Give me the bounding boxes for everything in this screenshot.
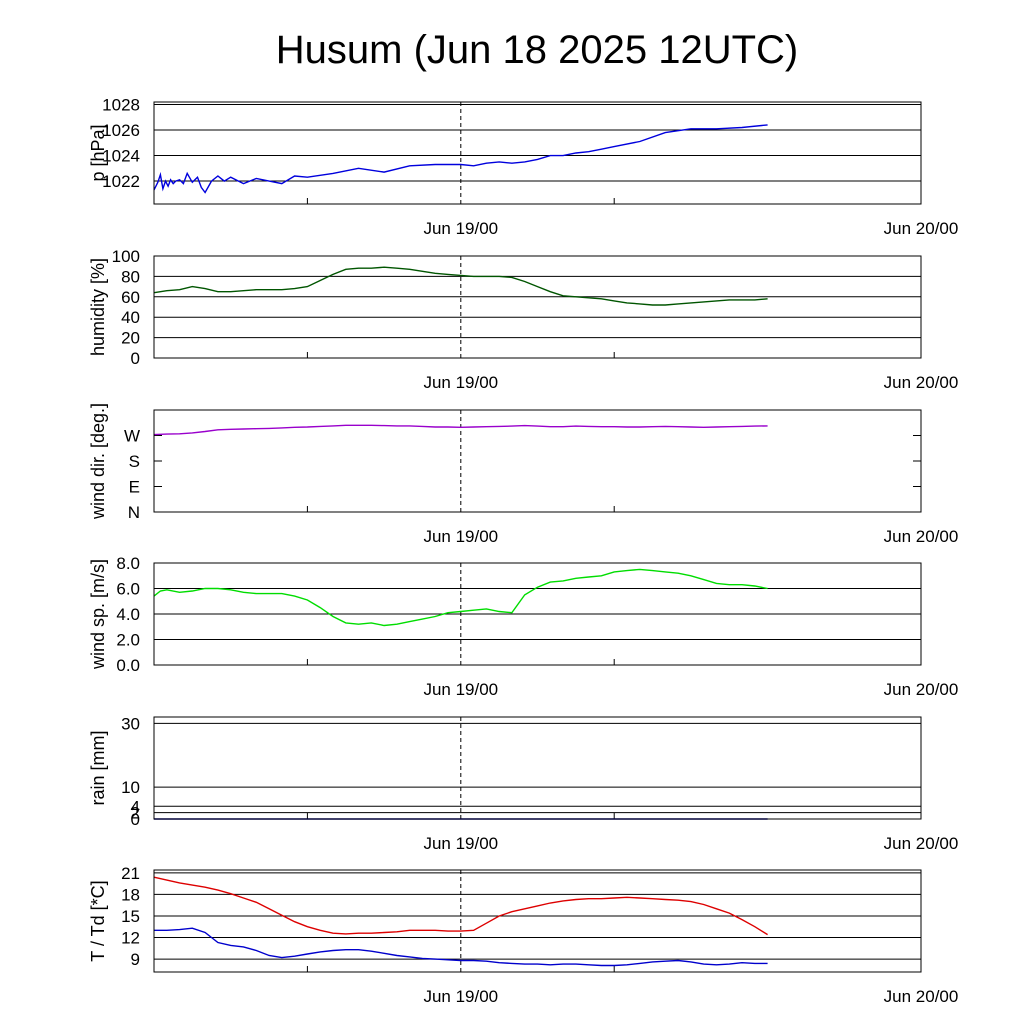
y-tick-label: 9 bbox=[131, 950, 140, 969]
y-tick-label: 20 bbox=[121, 329, 140, 348]
y-tick-label: 10 bbox=[121, 778, 140, 797]
y-axis-title: rain [mm] bbox=[88, 730, 108, 805]
panel-temperature: 9 12 15 18 21 T / Td [*C] Jun 19/00 Jun 20/00 bbox=[88, 864, 958, 1006]
y-tick-label: 0 bbox=[131, 810, 140, 829]
y-tick-label: 4 bbox=[131, 797, 140, 816]
y-axis-title: p [hPa] bbox=[88, 124, 108, 181]
plot-frame bbox=[153, 869, 922, 973]
x-tick-label: Jun 19/00 bbox=[423, 987, 498, 1006]
y-tick-label: 0 bbox=[131, 349, 140, 368]
y-tick-label: 4.0 bbox=[116, 605, 140, 624]
y-tick-label: 6.0 bbox=[116, 580, 140, 599]
series-line-pressure bbox=[153, 124, 768, 194]
y-tick-label: S bbox=[129, 452, 140, 471]
y-tick-label: 1028 bbox=[102, 96, 140, 115]
x-tick-label: Jun 19/00 bbox=[423, 219, 498, 238]
y-tick-label: 2.0 bbox=[116, 631, 140, 650]
y-tick-label: E bbox=[129, 478, 140, 497]
series-line-wind-direction bbox=[153, 424, 768, 436]
chart-title: Husum (Jun 18 2025 12UTC) bbox=[276, 28, 798, 72]
y-tick-label: 15 bbox=[121, 907, 140, 926]
y-axis-title: T / Td [*C] bbox=[88, 880, 108, 961]
plot-frame bbox=[153, 409, 922, 513]
x-tick-label: Jun 20/00 bbox=[884, 680, 959, 699]
y-axis-title: humidity [%] bbox=[88, 258, 108, 356]
plot-frame bbox=[153, 562, 922, 666]
y-tick-label: 100 bbox=[112, 247, 140, 266]
y-tick-label: 18 bbox=[121, 885, 140, 904]
x-tick-label: Jun 19/00 bbox=[423, 680, 498, 699]
x-tick-label: Jun 20/00 bbox=[884, 987, 959, 1006]
x-tick-label: Jun 19/00 bbox=[423, 834, 498, 853]
y-tick-label: 1022 bbox=[102, 172, 140, 191]
y-tick-label: 2 bbox=[131, 804, 140, 823]
y-tick-label: 8.0 bbox=[116, 554, 140, 573]
panel-wind-speed: 0.0 2.0 4.0 6.0 8.0 wind sp. [m/s] Jun 19/00 Ju… bbox=[88, 554, 958, 699]
x-tick-label: Jun 20/00 bbox=[884, 834, 959, 853]
y-tick-label: 21 bbox=[121, 864, 140, 883]
x-tick-label: Jun 19/00 bbox=[423, 373, 498, 392]
x-tick-label: Jun 20/00 bbox=[884, 373, 959, 392]
series-line-humidity bbox=[153, 266, 768, 306]
y-tick-label: 40 bbox=[121, 308, 140, 327]
plot-frame bbox=[153, 255, 922, 359]
y-tick-label: 0.0 bbox=[116, 656, 140, 675]
series-line-temperature-0 bbox=[153, 876, 768, 936]
x-tick-label: Jun 19/00 bbox=[423, 527, 498, 546]
y-tick-label: 1024 bbox=[102, 147, 140, 166]
series-line-wind-speed bbox=[153, 568, 768, 627]
y-tick-label: 80 bbox=[121, 267, 140, 286]
y-tick-label: 1026 bbox=[102, 121, 140, 140]
y-tick-label: 30 bbox=[121, 714, 140, 733]
y-tick-label: W bbox=[124, 427, 140, 446]
x-tick-label: Jun 20/00 bbox=[884, 527, 959, 546]
y-tick-label: 12 bbox=[121, 929, 140, 948]
x-tick-label: Jun 20/00 bbox=[884, 219, 959, 238]
y-axis-title: wind dir. [deg.] bbox=[88, 403, 108, 520]
y-axis-title: wind sp. [m/s] bbox=[88, 559, 108, 670]
panel-pressure: 1022 1024 1026 1028 p [hPa] Jun 19/00 Jun 20/0… bbox=[88, 96, 958, 238]
plot-frame bbox=[153, 716, 922, 820]
y-tick-label: N bbox=[128, 503, 140, 522]
series-line-temperature-1 bbox=[154, 927, 768, 967]
plot-frame bbox=[153, 101, 922, 205]
y-tick-label: 60 bbox=[121, 288, 140, 307]
